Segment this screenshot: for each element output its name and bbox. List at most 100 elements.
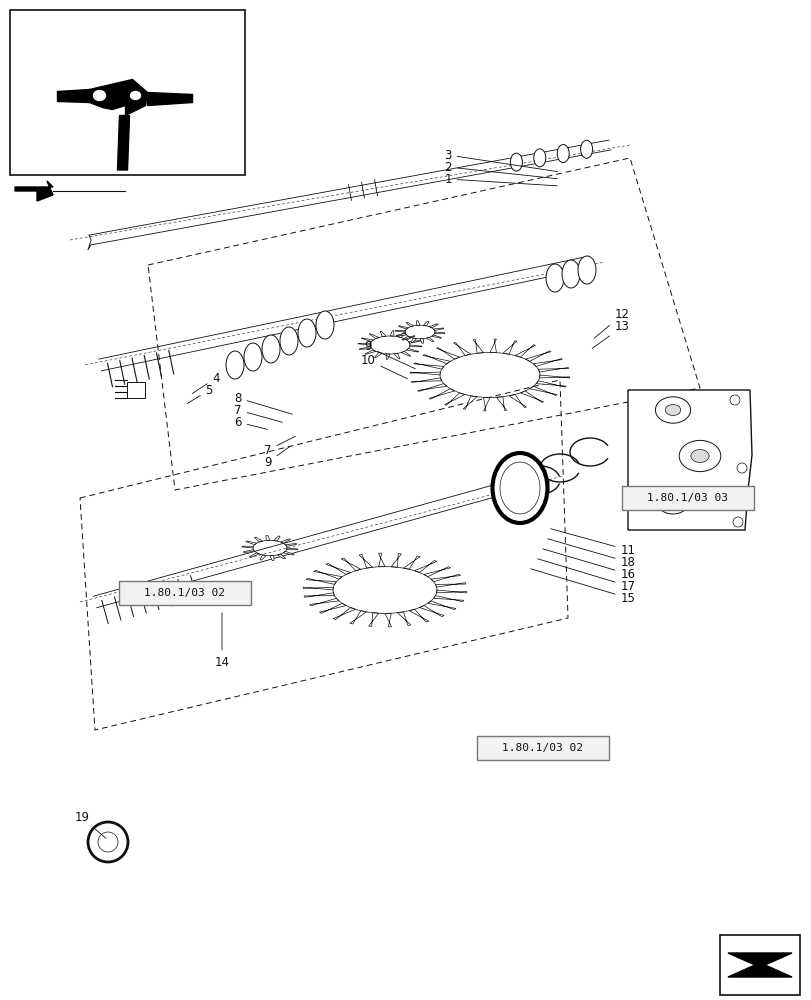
Polygon shape bbox=[433, 596, 463, 602]
Ellipse shape bbox=[665, 497, 679, 507]
FancyBboxPatch shape bbox=[621, 486, 753, 510]
Ellipse shape bbox=[545, 264, 564, 292]
Text: 9: 9 bbox=[264, 447, 290, 468]
Polygon shape bbox=[429, 324, 438, 328]
Text: 2: 2 bbox=[444, 161, 556, 179]
Polygon shape bbox=[380, 331, 385, 337]
Polygon shape bbox=[433, 328, 444, 330]
Polygon shape bbox=[273, 536, 280, 541]
Polygon shape bbox=[436, 348, 459, 359]
FancyBboxPatch shape bbox=[476, 736, 608, 760]
Circle shape bbox=[729, 395, 739, 405]
Polygon shape bbox=[462, 396, 477, 409]
Polygon shape bbox=[389, 331, 393, 336]
Polygon shape bbox=[378, 553, 384, 567]
Polygon shape bbox=[333, 608, 355, 619]
Text: 17: 17 bbox=[537, 559, 635, 592]
Polygon shape bbox=[403, 556, 419, 569]
Circle shape bbox=[88, 822, 128, 862]
Polygon shape bbox=[303, 587, 333, 590]
Ellipse shape bbox=[225, 351, 243, 379]
Ellipse shape bbox=[656, 490, 689, 514]
Polygon shape bbox=[266, 535, 270, 541]
Text: 9: 9 bbox=[364, 340, 415, 369]
Polygon shape bbox=[426, 337, 433, 342]
Polygon shape bbox=[391, 554, 401, 567]
Circle shape bbox=[736, 463, 746, 473]
Bar bbox=[719, 935, 799, 995]
Text: 6: 6 bbox=[234, 416, 267, 429]
Polygon shape bbox=[398, 326, 408, 329]
Polygon shape bbox=[89, 80, 148, 116]
Text: 4: 4 bbox=[192, 371, 220, 393]
Polygon shape bbox=[148, 93, 192, 106]
Polygon shape bbox=[435, 583, 466, 587]
FancyBboxPatch shape bbox=[119, 581, 251, 605]
Bar bbox=[10, 10, 245, 175]
Polygon shape bbox=[434, 332, 444, 334]
Polygon shape bbox=[431, 335, 441, 338]
Polygon shape bbox=[350, 611, 366, 624]
Polygon shape bbox=[419, 339, 423, 343]
Ellipse shape bbox=[678, 440, 720, 472]
Polygon shape bbox=[285, 543, 296, 546]
Text: 10: 10 bbox=[360, 354, 407, 379]
Polygon shape bbox=[535, 381, 565, 387]
Polygon shape bbox=[417, 384, 446, 391]
Text: 7: 7 bbox=[264, 436, 295, 456]
Ellipse shape bbox=[262, 335, 280, 363]
Circle shape bbox=[732, 517, 742, 527]
Polygon shape bbox=[410, 372, 440, 375]
Polygon shape bbox=[319, 603, 345, 613]
Ellipse shape bbox=[492, 453, 547, 523]
Polygon shape bbox=[277, 554, 285, 559]
Polygon shape bbox=[306, 578, 336, 584]
Text: 12: 12 bbox=[594, 308, 629, 338]
Polygon shape bbox=[423, 567, 450, 577]
Text: 5: 5 bbox=[187, 383, 212, 404]
Polygon shape bbox=[249, 553, 259, 557]
Ellipse shape bbox=[131, 92, 140, 100]
Polygon shape bbox=[406, 348, 418, 352]
Polygon shape bbox=[411, 378, 441, 383]
Polygon shape bbox=[431, 574, 460, 582]
Bar bbox=[127, 382, 145, 398]
Text: 1: 1 bbox=[444, 173, 556, 186]
Polygon shape bbox=[270, 555, 273, 561]
Polygon shape bbox=[533, 359, 561, 366]
Polygon shape bbox=[401, 351, 410, 356]
Polygon shape bbox=[727, 953, 791, 977]
Polygon shape bbox=[368, 613, 378, 626]
Polygon shape bbox=[260, 555, 266, 560]
Polygon shape bbox=[283, 551, 294, 555]
Polygon shape bbox=[243, 550, 255, 553]
Polygon shape bbox=[419, 606, 444, 617]
Polygon shape bbox=[314, 570, 341, 579]
Polygon shape bbox=[410, 338, 416, 343]
Polygon shape bbox=[539, 375, 569, 378]
Polygon shape bbox=[364, 350, 375, 354]
Polygon shape bbox=[453, 342, 470, 356]
Polygon shape bbox=[406, 322, 413, 327]
Ellipse shape bbox=[243, 343, 262, 371]
Polygon shape bbox=[396, 334, 406, 336]
Polygon shape bbox=[358, 343, 370, 345]
Polygon shape bbox=[502, 341, 516, 354]
Polygon shape bbox=[496, 397, 506, 410]
Text: 7: 7 bbox=[234, 403, 282, 422]
Polygon shape bbox=[489, 339, 496, 353]
Polygon shape bbox=[423, 355, 450, 364]
Polygon shape bbox=[358, 347, 371, 349]
Polygon shape bbox=[409, 345, 422, 347]
Polygon shape bbox=[254, 537, 262, 542]
Polygon shape bbox=[309, 598, 338, 606]
Polygon shape bbox=[423, 321, 428, 326]
Ellipse shape bbox=[298, 319, 315, 347]
Polygon shape bbox=[520, 391, 543, 402]
Polygon shape bbox=[427, 601, 456, 610]
Ellipse shape bbox=[315, 311, 333, 339]
Polygon shape bbox=[514, 345, 534, 357]
Text: 19: 19 bbox=[75, 811, 105, 838]
Text: 1.80.1/03 02: 1.80.1/03 02 bbox=[144, 588, 225, 598]
Ellipse shape bbox=[664, 404, 680, 416]
